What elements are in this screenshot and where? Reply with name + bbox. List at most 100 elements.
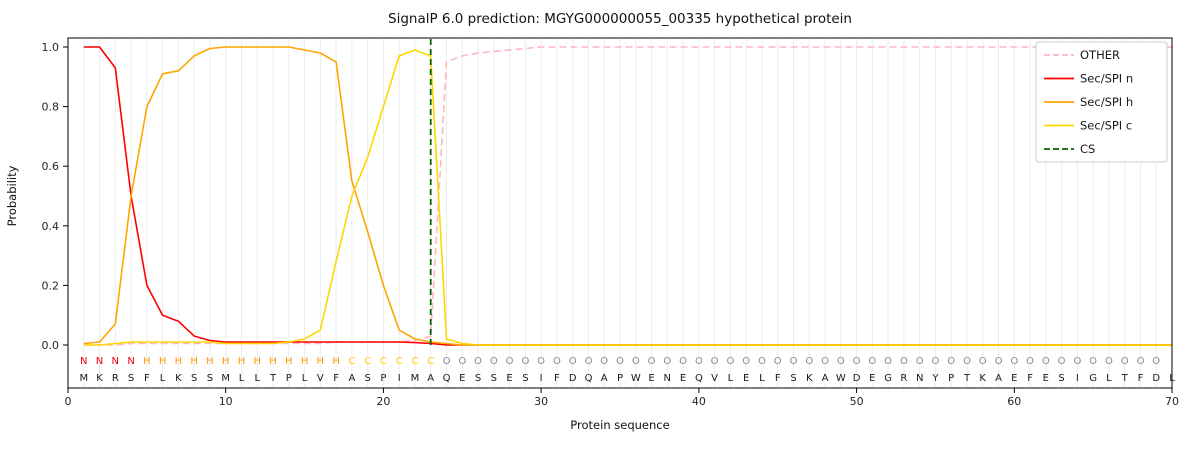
y-tick-label: 0.4 [42, 220, 60, 233]
series-c [83, 49, 1172, 346]
residue-letter: K [979, 373, 986, 384]
region-label: O [600, 356, 608, 367]
residue-letter: L [1169, 373, 1175, 384]
residue-letter: N [916, 373, 923, 384]
region-label: O [837, 356, 845, 367]
residue-letter: V [317, 373, 324, 384]
legend-box [1035, 41, 1168, 163]
residue-letter: L [759, 373, 765, 384]
region-label: O [711, 356, 719, 367]
y-tick-label: 1.0 [42, 41, 60, 54]
region-label: O [1058, 356, 1066, 367]
residue-letter: F [775, 373, 781, 384]
series-h [83, 46, 1172, 346]
region-label: O [695, 356, 703, 367]
region-label: O [868, 356, 876, 367]
residue-letter: E [506, 373, 512, 384]
region-label: O [900, 356, 908, 367]
region-label: H [159, 356, 167, 367]
x-axis-label: Protein sequence [570, 418, 669, 432]
region-label: O [995, 356, 1003, 367]
residue-letter: F [333, 373, 339, 384]
residue-letter: E [743, 373, 749, 384]
legend: OTHER Sec/SPI n Sec/SPI h Sec/SPI c CS [1035, 41, 1168, 163]
region-label: O [979, 356, 987, 367]
region-label: O [1010, 356, 1018, 367]
residue-letter: K [96, 373, 103, 384]
residue-letter: S [1058, 373, 1064, 384]
residue-letter: T [963, 373, 971, 384]
residue-letter: L [302, 373, 308, 384]
region-label: O [916, 356, 924, 367]
series-n [83, 46, 1172, 346]
legend-label: Sec/SPI n [1080, 72, 1133, 86]
region-label: O [963, 356, 971, 367]
residue-letter: S [207, 373, 213, 384]
region-label: N [127, 356, 134, 367]
region-label: H [222, 356, 230, 367]
region-label: O [821, 356, 829, 367]
residue-letter: M [79, 373, 88, 384]
residue-letter: M [221, 373, 230, 384]
region-label: C [364, 356, 371, 367]
x-tick-label: 60 [1007, 395, 1021, 408]
region-label: O [443, 356, 451, 367]
region-label: O [679, 356, 687, 367]
region-label: C [412, 356, 419, 367]
region-label: C [396, 356, 403, 367]
region-label: H [301, 356, 309, 367]
y-tick-label: 0.6 [42, 160, 60, 173]
residue-letter: S [522, 373, 528, 384]
region-label: O [1073, 356, 1081, 367]
residue-letter: Y [931, 373, 939, 384]
series-lines [83, 39, 1172, 346]
region-label: H [143, 356, 151, 367]
residue-letter: F [144, 373, 150, 384]
region-label: O [585, 356, 593, 367]
region-label: N [80, 356, 87, 367]
residue-letter: K [175, 373, 182, 384]
residue-letter: R [112, 373, 119, 384]
residue-letter: S [790, 373, 796, 384]
region-label: O [931, 356, 939, 367]
residue-letter: T [1121, 373, 1129, 384]
region-label: N [96, 356, 103, 367]
region-label: H [332, 356, 340, 367]
residue-letter: I [540, 373, 543, 384]
residue-letter: S [475, 373, 481, 384]
region-label: O [1152, 356, 1160, 367]
residue-letter: E [680, 373, 686, 384]
residue-letter: P [286, 373, 292, 384]
x-tick-label: 30 [534, 395, 548, 408]
residue-letter: E [459, 373, 465, 384]
x-tick-label: 50 [850, 395, 864, 408]
region-label: H [285, 356, 293, 367]
region-label: O [537, 356, 545, 367]
residue-letter: E [648, 373, 654, 384]
residue-letter: L [255, 373, 261, 384]
region-label: H [254, 356, 262, 367]
region-label: O [1137, 356, 1145, 367]
residue-letter: I [398, 373, 401, 384]
region-label: O [553, 356, 561, 367]
x-tick-label: 40 [692, 395, 706, 408]
series-other [83, 46, 1172, 346]
residue-letter: S [128, 373, 134, 384]
residue-letter: W [631, 373, 641, 384]
region-label: O [1121, 356, 1129, 367]
region-label: H [269, 356, 277, 367]
residue-letter: S [191, 373, 197, 384]
residue-letter: W [836, 373, 846, 384]
residue-letter: A [822, 373, 829, 384]
residue-letter: S [365, 373, 371, 384]
region-label: O [1105, 356, 1113, 367]
region-label: O [853, 356, 861, 367]
residue-letter: E [1011, 373, 1017, 384]
residue-letter: R [900, 373, 907, 384]
region-label: O [947, 356, 955, 367]
residue-letter: E [1043, 373, 1049, 384]
region-label: O [790, 356, 798, 367]
residue-letter: A [427, 373, 434, 384]
